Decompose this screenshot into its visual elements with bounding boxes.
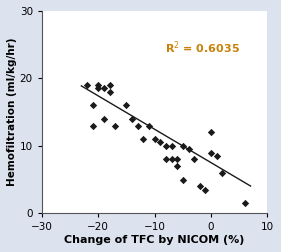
Point [181, 177, 185, 181]
Point [175, 164, 180, 168]
Point [169, 157, 174, 161]
X-axis label: Change of TFC by NICOM (%): Change of TFC by NICOM (%) [65, 235, 245, 245]
Point [214, 154, 219, 158]
Point [243, 201, 247, 205]
Point [220, 171, 225, 175]
Point [209, 130, 213, 134]
Point [186, 147, 191, 151]
Point [198, 184, 202, 188]
Point [113, 123, 117, 128]
Point [85, 83, 89, 87]
Point [158, 140, 163, 144]
Point [175, 157, 180, 161]
Point [169, 144, 174, 148]
Point [96, 83, 101, 87]
Point [107, 83, 112, 87]
Point [181, 144, 185, 148]
Point [203, 188, 208, 192]
Point [192, 157, 196, 161]
Point [164, 157, 168, 161]
Point [102, 86, 106, 90]
Point [90, 103, 95, 107]
Point [124, 103, 129, 107]
Point [209, 150, 213, 154]
Point [141, 137, 146, 141]
Point [102, 117, 106, 121]
Point [130, 117, 134, 121]
Point [107, 90, 112, 94]
Point [164, 144, 168, 148]
Y-axis label: Hemofiltration (ml/kg/hr): Hemofiltration (ml/kg/hr) [7, 38, 17, 186]
Point [90, 123, 95, 128]
Point [147, 123, 151, 128]
Point [96, 86, 101, 90]
Point [135, 123, 140, 128]
Point [152, 137, 157, 141]
Text: R$^2$ = 0.6035: R$^2$ = 0.6035 [165, 40, 240, 56]
